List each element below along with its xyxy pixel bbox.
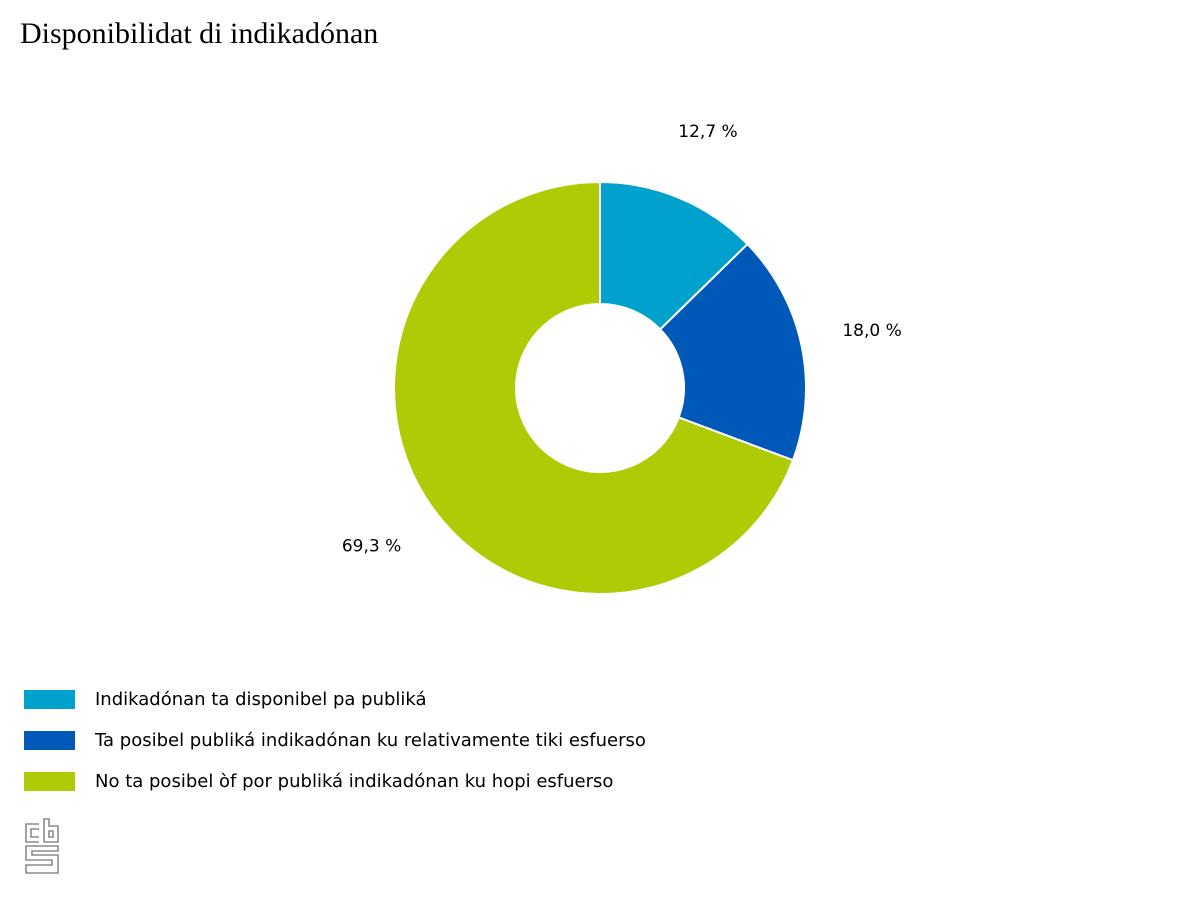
legend-label-2: Ta posibel publiká indikadónan ku relati…	[95, 730, 646, 751]
donut-slice-3	[393, 180, 795, 595]
legend-swatch-3	[24, 772, 75, 791]
donut-slice-1	[599, 180, 749, 331]
legend-item-3: No ta posibel òf por publiká indikadónan…	[24, 761, 646, 802]
chart-title: Disponibilidat di indikadónan	[20, 17, 379, 50]
legend-label-1: Indikadónan ta disponibel pa publiká	[95, 689, 427, 710]
data-label-2: 18,0 %	[842, 321, 901, 341]
cbs-logo-icon	[25, 818, 59, 874]
donut-chart: 12,7 % 18,0 % 69,3 %	[342, 122, 902, 595]
legend-swatch-1	[24, 690, 75, 709]
legend-label-3: No ta posibel òf por publiká indikadónan…	[95, 771, 614, 792]
donut-slices	[393, 180, 807, 595]
legend-item-1: Indikadónan ta disponibel pa publiká	[24, 679, 646, 720]
legend-item-2: Ta posibel publiká indikadónan ku relati…	[24, 720, 646, 761]
legend-swatch-2	[24, 731, 75, 750]
data-label-1: 12,7 %	[678, 122, 737, 142]
data-label-3: 69,3 %	[342, 536, 401, 556]
chart-legend: Indikadónan ta disponibel pa publiká Ta p…	[24, 679, 646, 802]
data-labels: 12,7 % 18,0 % 69,3 %	[342, 122, 902, 557]
donut-slice-2	[658, 242, 807, 462]
